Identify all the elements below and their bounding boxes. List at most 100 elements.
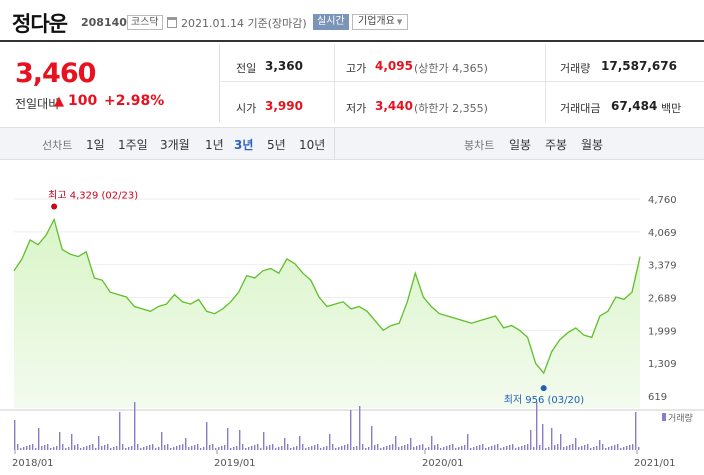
volume-bar (68, 447, 70, 450)
change-value: 100 (68, 93, 98, 109)
volume-bar (32, 444, 34, 450)
volume-bar (617, 444, 619, 450)
volume-bar (446, 446, 448, 450)
volume-bar (347, 444, 349, 450)
volume-bar (38, 428, 40, 450)
volume-bar (47, 444, 49, 450)
volume-bar (392, 444, 394, 450)
volume-bar (59, 432, 61, 450)
realtime-button[interactable]: 실시간 (313, 14, 349, 30)
period-1w[interactable]: 1주일 (118, 138, 148, 152)
volume-bar (377, 444, 379, 450)
period-3m[interactable]: 3개월 (160, 138, 190, 152)
volume-bar (473, 447, 475, 450)
volume-bar (335, 448, 337, 450)
volume-bar (464, 445, 466, 450)
volume-bar (149, 445, 151, 450)
volume-bar (527, 444, 529, 450)
volume-bar (626, 446, 628, 450)
volume-bar (35, 448, 37, 450)
change-label: 전일대비 (15, 97, 60, 111)
volume-bar (554, 445, 556, 450)
price-chart: 4,760 4,069 3,379 2,689 1,999 1,309 619 2018/0… (0, 190, 704, 469)
volume-bar (560, 434, 562, 450)
amount-label: 거래대금 (560, 102, 601, 115)
volume-bar (185, 438, 187, 450)
volume-bar (356, 446, 358, 450)
volume-bar (575, 438, 577, 450)
volume-bar (296, 446, 298, 450)
volume-bar (281, 446, 283, 450)
volume-bar (614, 445, 616, 450)
volume-bar (143, 447, 145, 450)
period-1y[interactable]: 1년 (205, 138, 224, 152)
upper-limit: (상한가 4,365) (414, 62, 488, 75)
candle-monthly[interactable]: 월봉 (581, 138, 604, 152)
low-label: 저가 (346, 102, 367, 115)
volume-bar (587, 444, 589, 450)
x-tick-label: 2019/01 (214, 458, 256, 469)
volume-bar (455, 448, 457, 450)
volume-bar (278, 447, 280, 450)
volume-bar (257, 444, 259, 450)
y-tick-label: 619 (648, 392, 667, 403)
volume-bar (101, 446, 103, 450)
volume-bar (302, 444, 304, 450)
volume-bar (425, 448, 427, 450)
volume-bar (170, 448, 172, 450)
volume-bar (371, 426, 373, 450)
volume-bar (236, 446, 238, 450)
period-3y[interactable]: 3년 (234, 138, 254, 152)
candle-weekly[interactable]: 주봉 (545, 138, 568, 152)
volume-bar (65, 448, 67, 450)
volume-bar (110, 448, 112, 450)
volume-bar (542, 424, 544, 450)
period-5y[interactable]: 5년 (267, 138, 286, 152)
volume-bar (584, 445, 586, 450)
period-1d[interactable]: 1일 (86, 138, 105, 152)
volume-bar (152, 444, 154, 450)
volume-bar (329, 434, 331, 450)
volume-bar (188, 447, 190, 450)
volume-bar (341, 446, 343, 450)
date-text: 2021.01.14 기준(장마감) (181, 17, 307, 30)
volume-bar (203, 447, 205, 450)
stock-code: 208140 (81, 16, 127, 29)
volume-bar (26, 446, 28, 450)
period-10y[interactable]: 10년 (299, 138, 326, 152)
volume-bar (506, 446, 508, 450)
volume-bar (254, 445, 256, 450)
y-tick-label: 1,999 (648, 326, 677, 337)
volume-bar (161, 432, 163, 450)
volume-bar (305, 448, 307, 450)
volume-bar (494, 445, 496, 450)
volume-bar (491, 446, 493, 450)
volume-bar (545, 448, 547, 450)
volume-bar (167, 444, 169, 450)
volume-bar (344, 445, 346, 450)
high-label: 고가 (346, 62, 367, 75)
volume-bar (530, 430, 532, 450)
volume-bar (602, 444, 604, 450)
volume-bar (242, 444, 244, 450)
volume-bar (578, 447, 580, 450)
volume-bar (512, 444, 514, 450)
info-divider (221, 81, 704, 82)
volume-bar (155, 448, 157, 450)
volume-bar (500, 448, 502, 450)
volume-bar (548, 447, 550, 450)
candle-daily[interactable]: 일봉 (509, 138, 532, 152)
volume-bar (86, 446, 88, 450)
volume-bar (413, 447, 415, 450)
volume-bar (71, 434, 73, 450)
volume-bar (443, 447, 445, 450)
volume-bar (158, 447, 160, 450)
volume-bar (191, 446, 193, 450)
volume-bar (623, 447, 625, 450)
volume-bar (224, 445, 226, 450)
company-overview-button[interactable]: 기업개요 ▼ (352, 14, 409, 30)
volume-bar (488, 447, 490, 450)
volume-bar (374, 445, 376, 450)
y-tick-label: 1,309 (648, 359, 677, 370)
volume-bar (398, 447, 400, 450)
